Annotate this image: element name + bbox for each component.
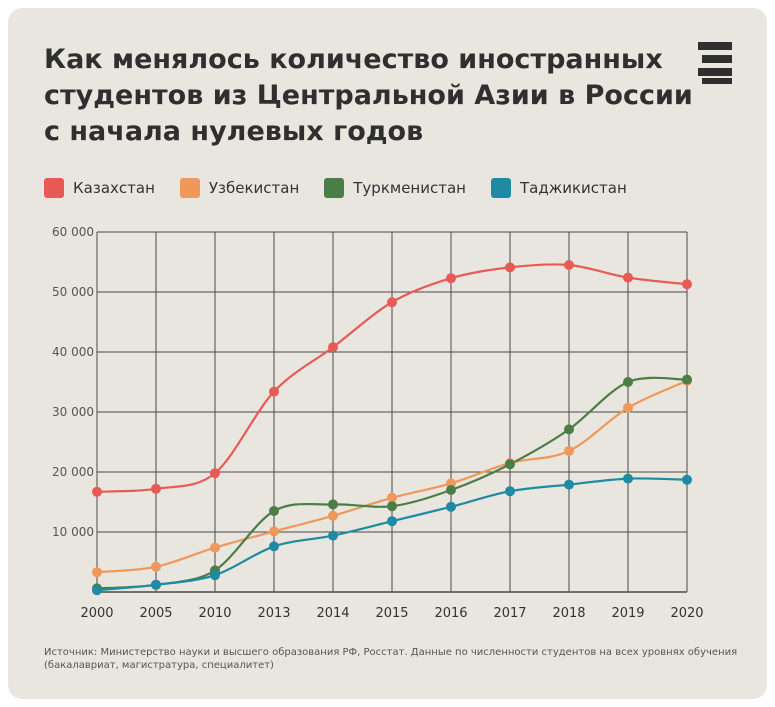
stacked-bars-logo-icon [698, 42, 732, 84]
x-tick-label: 2015 [375, 606, 408, 621]
legend-swatch [179, 178, 200, 198]
data-point [328, 530, 338, 541]
x-tick-label: 2000 [80, 606, 113, 621]
x-tick-label: 2020 [670, 606, 703, 621]
series-line [96, 263, 688, 493]
legend-swatch [44, 178, 64, 198]
data-point [623, 402, 633, 413]
data-point [387, 297, 397, 308]
data-point [269, 541, 279, 552]
y-tick-label: 30 000 [52, 405, 94, 419]
legend-label: Туркменистан [353, 179, 466, 197]
data-point [269, 506, 279, 516]
data-point [269, 526, 279, 537]
x-tick-label: 2017 [493, 606, 526, 621]
data-point [564, 479, 574, 490]
y-tick-label: 50 000 [52, 285, 94, 299]
data-point [210, 542, 220, 553]
x-tick-label: 2018 [552, 606, 585, 621]
legend-item: Таджикистан [490, 178, 627, 198]
data-point [328, 342, 338, 353]
data-point [92, 486, 102, 497]
legend-label: Узбекистан [208, 179, 300, 197]
data-point [92, 567, 102, 578]
y-tick-label: 40 000 [52, 345, 94, 359]
legend: Казахстан Узбекистан Туркменистан Таджик… [44, 178, 652, 198]
data-point [387, 492, 397, 503]
data-point [623, 473, 633, 484]
x-tick-label: 2019 [611, 606, 644, 621]
data-point [328, 499, 338, 510]
legend-item: Казахстан [44, 178, 155, 198]
legend-swatch [490, 178, 511, 198]
title-line: студентов из Центральной Азии в России [44, 80, 693, 111]
y-tick-label: 20 000 [52, 465, 94, 479]
legend-swatch [324, 178, 345, 198]
x-tick-label: 2013 [257, 606, 290, 621]
data-point [564, 260, 574, 270]
x-tick-label: 2005 [139, 606, 172, 621]
data-point [623, 272, 633, 283]
chart-card [8, 8, 767, 699]
data-point [505, 459, 515, 470]
data-point [682, 374, 692, 385]
data-point [210, 570, 220, 581]
x-tick-label: 2014 [316, 606, 349, 621]
data-point [92, 585, 102, 596]
y-tick-label: 10 000 [52, 525, 94, 539]
y-tick-label: 60 000 [52, 225, 94, 239]
data-point [328, 510, 338, 521]
data-point [564, 446, 574, 456]
legend-item: Туркменистан [324, 178, 466, 198]
legend-label: Таджикистан [519, 179, 627, 197]
title-line: Как менялось количество иностранных [44, 44, 663, 75]
x-tick-label: 2010 [198, 606, 231, 621]
title-line: с начала нулевых годов [44, 116, 424, 147]
data-point [151, 561, 161, 572]
data-point [564, 424, 574, 435]
chart-title: Как менялось количество иностранных студ… [44, 42, 693, 150]
legend-label: Казахстан [73, 179, 155, 197]
data-point [151, 483, 161, 494]
data-point [446, 273, 456, 284]
data-point [446, 485, 456, 495]
data-point [682, 279, 692, 290]
data-point [151, 579, 161, 590]
data-point [210, 468, 220, 479]
x-tick-label: 2016 [434, 606, 467, 621]
data-point [505, 262, 515, 273]
data-point [682, 474, 692, 485]
data-point [387, 516, 397, 527]
data-point [446, 501, 456, 512]
data-point [269, 386, 279, 397]
data-point [387, 501, 397, 512]
data-point [505, 486, 515, 497]
data-point [623, 377, 633, 387]
legend-item: Узбекистан [179, 178, 300, 198]
source-note: Источник: Министерство науки и высшего о… [44, 647, 738, 671]
